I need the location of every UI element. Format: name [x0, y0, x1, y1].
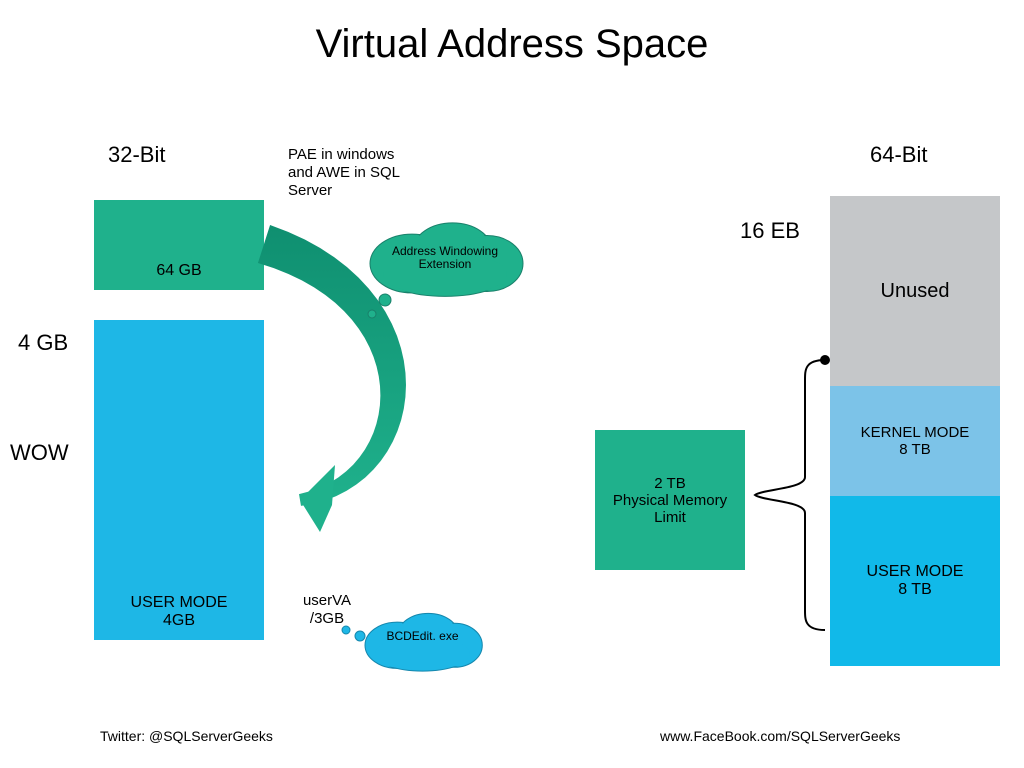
block-kernel-line2: 8 TB — [899, 441, 930, 458]
block-phys-line1: 2 TB — [654, 475, 685, 492]
pae-note: PAE in windows and AWE in SQL Server — [288, 146, 418, 200]
block-phys-2tb: 2 TB Physical Memory Limit — [595, 430, 745, 570]
block-user-32: USER MODE 4GB — [94, 320, 264, 640]
cloud-awe-text: Address Windowing Extension — [388, 245, 502, 273]
label-4gb: 4 GB — [18, 330, 68, 356]
footer-facebook: www.FaceBook.com/SQLServerGeeks — [660, 728, 900, 744]
block-phys-line3: Limit — [654, 509, 686, 526]
userva-note: userVA /3GB — [292, 592, 362, 628]
block-user-32-line2: 4GB — [163, 612, 195, 630]
label-16eb: 16 EB — [740, 218, 800, 244]
block-user-64: USER MODE 8 TB — [830, 496, 1000, 666]
block-user-64-line1: USER MODE — [867, 563, 964, 581]
footer-twitter: Twitter: @SQLServerGeeks — [100, 728, 273, 744]
block-kernel-64: KERNEL MODE 8 TB — [830, 386, 1000, 496]
block-phys-line2: Physical Memory — [613, 492, 727, 509]
cloud-bcd-text: BCDEdit. exe — [379, 630, 466, 644]
block-64gb-label: 64 GB — [156, 262, 201, 280]
page-title: Virtual Address Space — [0, 22, 1024, 67]
heading-64bit: 64-Bit — [870, 142, 927, 168]
heading-32bit: 32-Bit — [108, 142, 165, 168]
block-unused-64: Unused — [830, 196, 1000, 386]
block-kernel-line1: KERNEL MODE — [861, 424, 970, 441]
block-user-64-line2: 8 TB — [898, 581, 932, 599]
block-64gb: 64 GB — [94, 200, 264, 290]
block-unused-label: Unused — [881, 280, 950, 303]
label-wow: WOW — [10, 440, 69, 466]
block-user-32-line1: USER MODE — [131, 594, 228, 612]
